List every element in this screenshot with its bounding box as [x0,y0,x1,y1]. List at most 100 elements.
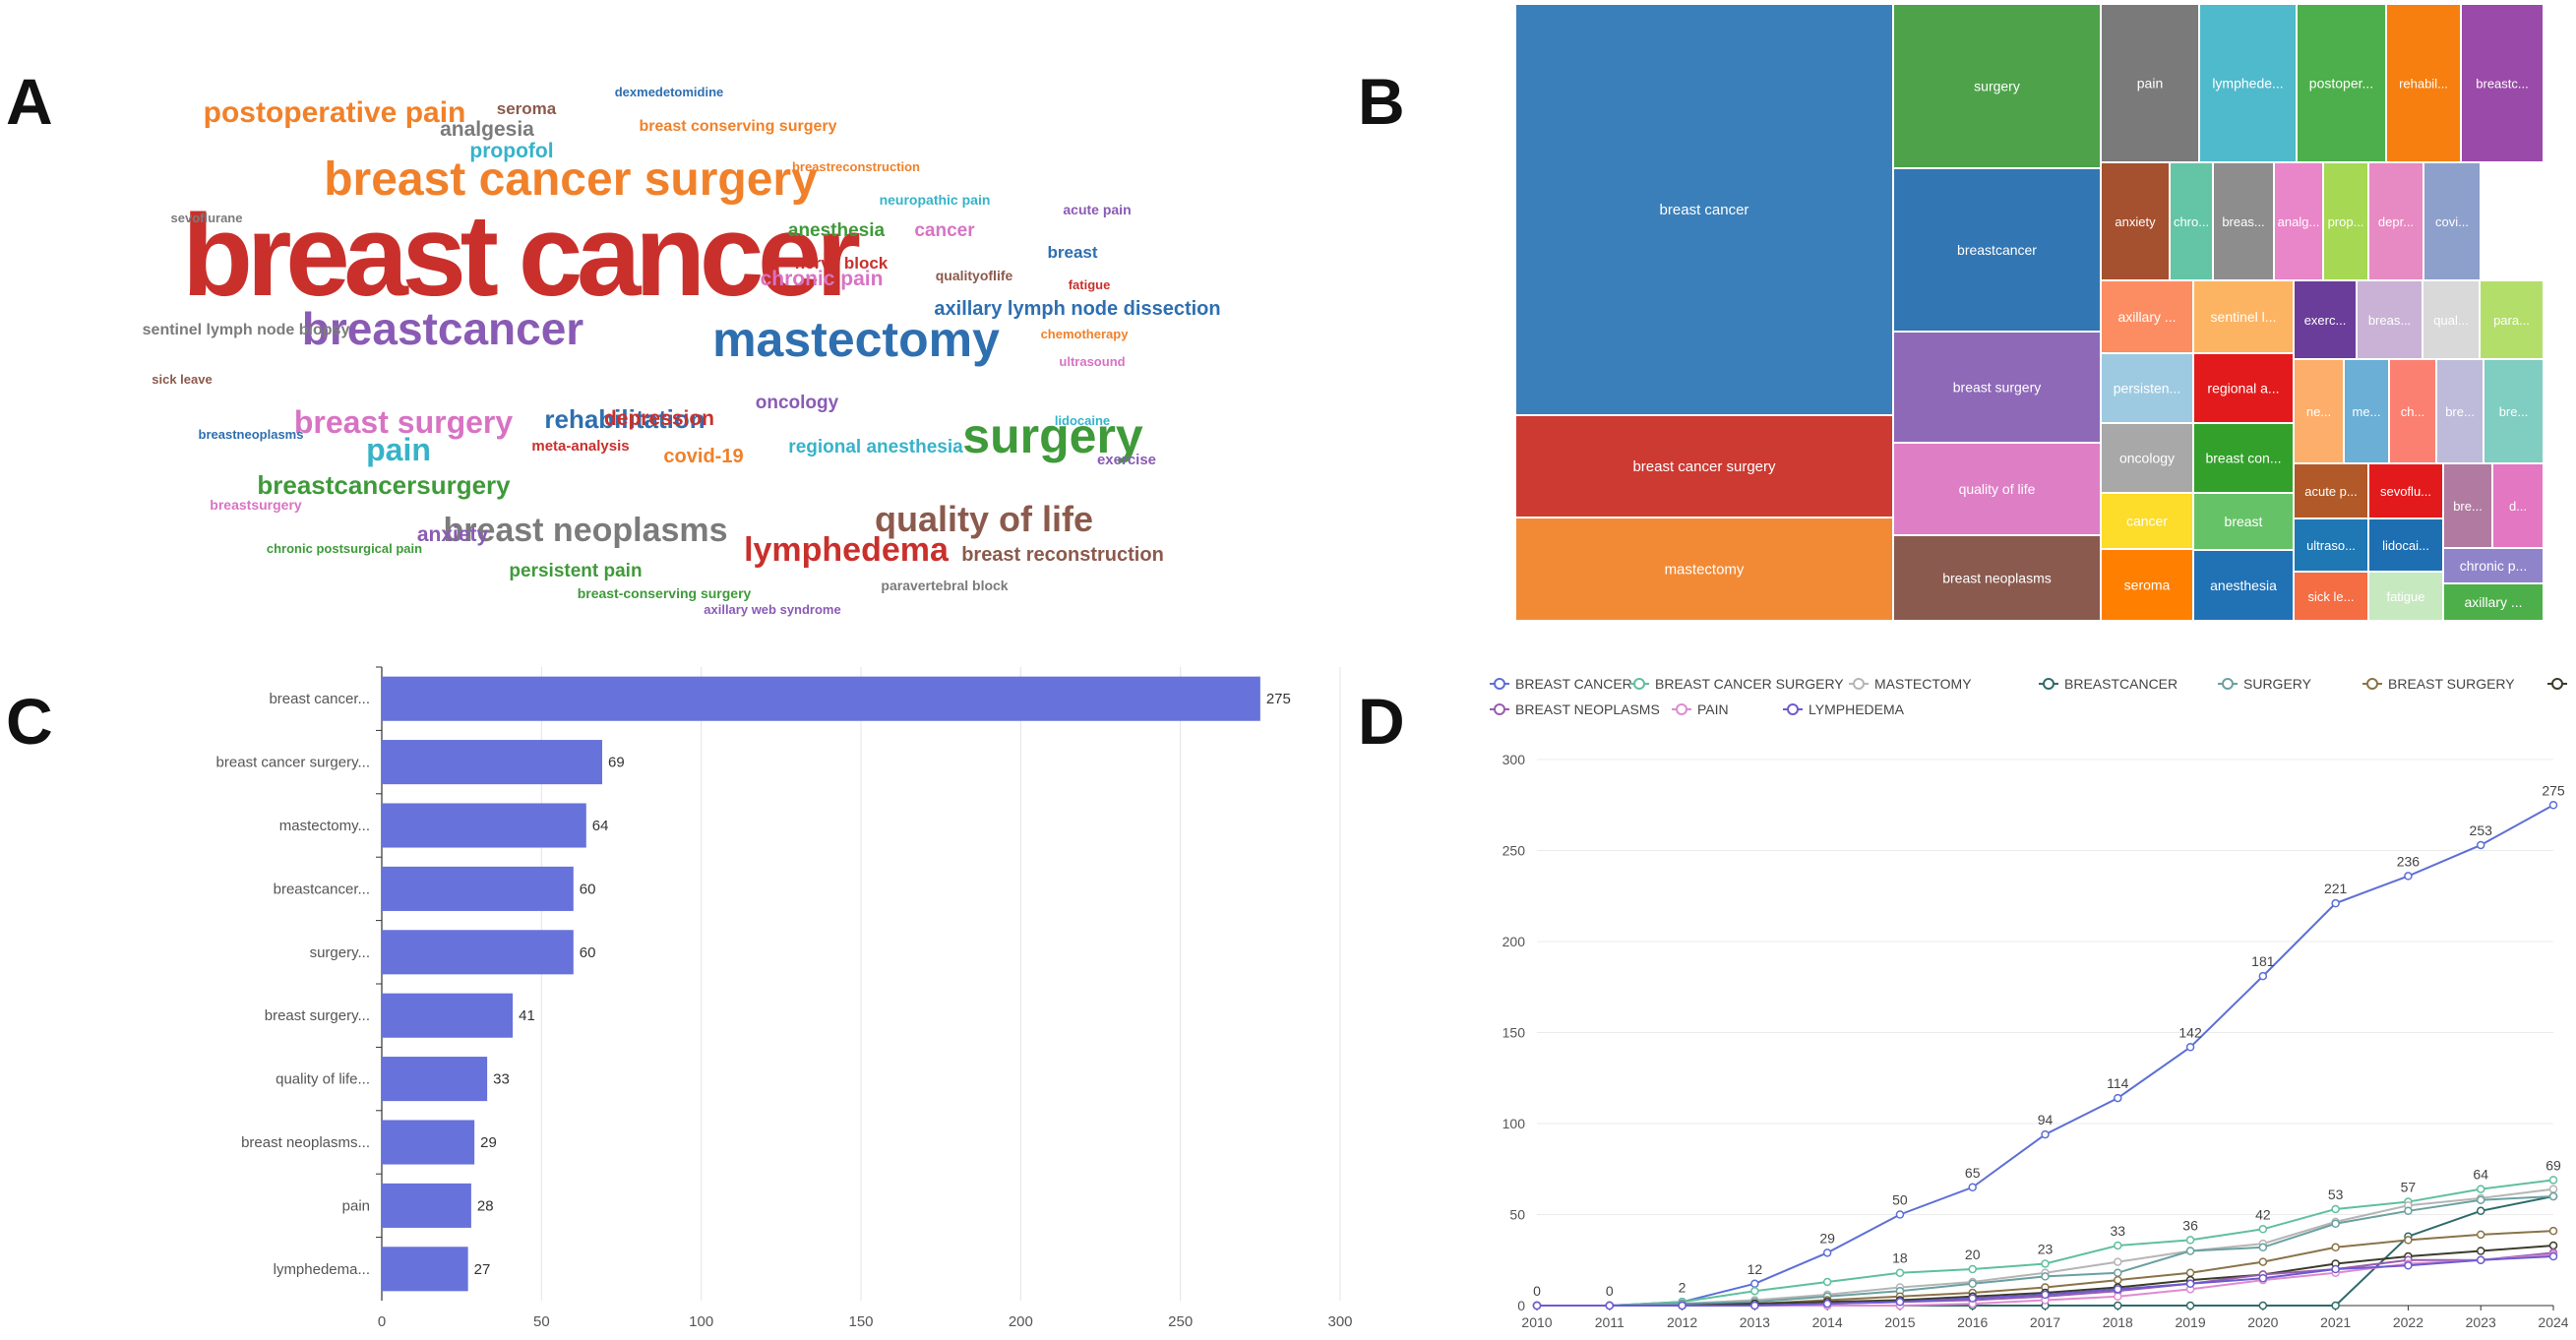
legend-item-mastectomy[interactable]: MASTECTOMY [1849,676,1972,692]
word-neuropathic-pain: neuropathic pain [880,192,991,208]
legend-item-breast-cancer[interactable]: BREAST CANCER [1490,676,1632,692]
treemap-cell-covi-19: covi... [2424,163,2480,279]
category-label-quality-of-life: quality of life... [276,1071,370,1088]
treemap-label: breast cancer [1660,202,1749,218]
data-point [2331,1243,2340,1252]
data-point [2548,1251,2558,1261]
legend-item-lymphedema[interactable]: LYMPHEDEMA [1783,701,1905,717]
data-point [1895,1298,1905,1307]
y-tick-label: 50 [1509,1207,1525,1223]
word-breast-conserving-surgery: breast-conserving surgery [578,585,752,601]
data-label: 236 [2397,853,2421,869]
word-persistent-pain: persistent pain [509,561,642,581]
word-chemotherapy: chemotherapy [1041,327,1130,341]
treemap-cell-ultraso-42: ultraso... [2295,519,2367,571]
word-covid-19: covid-19 [663,446,743,467]
data-point [2476,1195,2485,1204]
word-exercise: exercise [1097,452,1156,468]
data-point [2114,1285,2122,1294]
treemap-cell-sick-le-47: sick le... [2295,573,2367,620]
treemap-rect [1894,5,2100,167]
bar-breast-cancer [382,676,1260,721]
word-rehabilitation: rehabilitation [544,404,705,434]
treemap-rect [2444,549,2543,582]
data-point [2548,1176,2558,1185]
legend-item-breast-surgery[interactable]: BREAST SURGERY [2362,676,2515,692]
word-quality-of-life: quality of life [875,499,1093,539]
word-paravertebral-block: paravertebral block [881,578,1008,593]
treemap-rect [2424,163,2480,279]
treemap-rect [2358,281,2422,358]
data-label: 65 [1965,1165,1981,1181]
treemap-rect [2298,5,2385,161]
legend-label: BREAST CANCER SURGERY [1655,676,1844,692]
treemap-cell-ne-28: ne... [2295,360,2343,462]
word-depression: depression [604,407,714,430]
legend-label: BREAST NEOPLASMS [1515,701,1660,717]
data-point [2476,1206,2485,1216]
category-label-breast-cancer: breast cancer... [269,691,370,707]
treemap-rect [2194,551,2293,620]
treemap-rect [2324,163,2367,279]
legend-item-breastcancer[interactable]: BREASTCANCER [2039,676,2177,692]
legend-item-pain[interactable]: PAIN [1672,701,1729,717]
treemap-rect [2295,573,2367,620]
treemap-cell-axillary-49: axillary ... [2444,584,2543,620]
legend-label: BREAST SURGERY [2388,676,2515,692]
word-sentinel-lymph-node-biopsy: sentinel lymph node biopsy [143,322,350,338]
data-point [2185,1301,2195,1310]
treemap-rect [2437,360,2483,462]
data-label: 23 [2038,1241,2054,1256]
legend-item-breast-neoplasms[interactable]: BREAST NEOPLASMS [1490,701,1660,717]
legend-item-quality-of-life[interactable]: QUALITY OF LIFE [2547,676,2576,692]
treemap-label: breast neoplasms [1942,571,2052,586]
treemap-cell-mastectomy-2: mastectomy [1516,518,1892,620]
x-tick-label: 2021 [2320,1314,2351,1330]
data-label: 50 [1892,1192,1908,1208]
panel-label-a: A [6,65,53,138]
treemap-cell-lymphede-9: lymphede... [2200,5,2296,161]
data-label: 275 [2542,782,2565,798]
treemap-label: breast surgery [1953,380,2041,396]
treemap-chart: breast cancer breast cancer surgery mastec… [1516,5,2543,620]
treemap-cell-surgery-3: surgery [1894,5,2100,167]
treemap-label: chro... [2174,214,2209,229]
data-point [2476,1247,2485,1255]
treemap-rect [1894,333,2100,442]
x-tick-label: 100 [689,1313,713,1330]
word-dexmedetomidine: dexmedetomidine [615,85,724,99]
treemap-cell-qual-24: qual... [2423,281,2479,358]
data-point [1895,1210,1905,1219]
x-tick-label: 2010 [1521,1314,1552,1330]
treemap-label: mastectomy [1665,562,1745,579]
data-point [2041,1272,2050,1281]
treemap-label: breast cancer surgery [1632,458,1776,475]
data-point [2114,1301,2122,1310]
treemap-label: fatigue [2386,589,2424,604]
treemap-cell-oncology-33: oncology [2102,424,2192,492]
data-point [2041,1129,2050,1139]
data-point [2114,1093,2122,1103]
treemap-label: prop... [2328,214,2364,229]
word-breast-conserving-surgery: breast conserving surgery [640,118,837,135]
legend-item-surgery[interactable]: SURGERY [2218,676,2312,692]
data-point [1822,1299,1832,1309]
treemap-label: sick le... [2308,589,2355,604]
treemap-label: ultraso... [2306,538,2356,553]
treemap-cell-cancer-40: cancer [2102,494,2192,548]
treemap-label: rehabil... [2399,77,2448,91]
treemap-cell-rehabil-11: rehabil... [2387,5,2460,161]
data-point [2114,1275,2122,1285]
x-tick-label: 2015 [1884,1314,1915,1330]
treemap-label: breastc... [2476,77,2528,91]
data-point [2041,1290,2050,1300]
treemap-cell-breast-41: breast [2194,494,2293,549]
treemap-rect [2369,464,2442,518]
treemap-label: chronic p... [2460,558,2527,574]
treemap-label: anesthesia [2210,578,2277,593]
data-label: 69 [2545,1157,2561,1173]
treemap-label: breast [2225,514,2263,529]
legend-item-breast-cancer-surgery[interactable]: BREAST CANCER SURGERY [1629,676,1844,692]
data-point [1822,1277,1832,1287]
